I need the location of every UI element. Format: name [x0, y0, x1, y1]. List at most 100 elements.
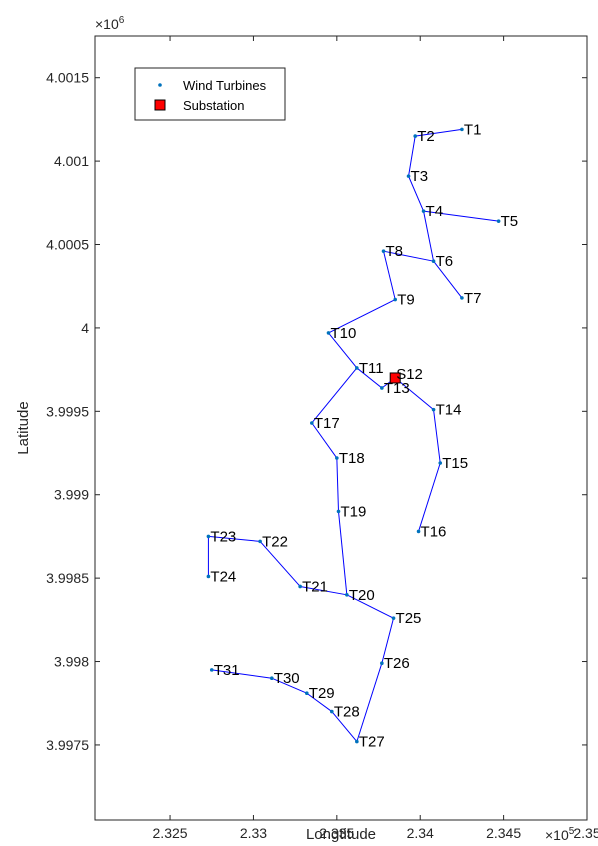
y-axis-ticks: 3.9975 3.998 3.9985 3.999 3.9995 4 4.0005 4.001… [46, 70, 587, 753]
legend-turbine-marker [158, 83, 162, 87]
plot-area [94, 35, 588, 821]
substation-marker [389, 372, 401, 384]
turbine-label-T23: T23 [210, 528, 236, 545]
turbine-label-T25: T25 [396, 610, 422, 627]
turbine-label-T10: T10 [330, 325, 356, 342]
turbine-marker-T15 [438, 461, 443, 465]
link-T4-T6 [423, 211, 435, 262]
turbine-label-T5: T5 [501, 213, 519, 230]
legend-box [134, 67, 286, 121]
turbine-marker-T1 [460, 127, 464, 132]
link-T29-T30 [271, 677, 308, 694]
turbine-label-T22: T22 [262, 533, 288, 550]
turbine-marker-T20 [345, 593, 349, 597]
turbine-label-T19: T19 [340, 503, 366, 520]
x-tick-label: 2.34 [407, 825, 434, 841]
turbine-label-T15: T15 [442, 455, 468, 472]
x-axis-ticks: 2.325 2.33 2.335 2.34 2.345 2.35 [153, 36, 598, 841]
turbine-marker-T27 [355, 739, 359, 744]
link-T20-T25 [346, 594, 394, 619]
x-tick-label: 2.335 [319, 825, 354, 841]
turbine-label-T13: T13 [384, 380, 410, 397]
turbine-label-T28: T28 [334, 704, 360, 721]
link-T27-T28 [331, 711, 358, 742]
y-tick-label: 4.0015 [46, 70, 89, 86]
y-tick-label: 4 [81, 320, 89, 336]
link-T6-T8 [383, 250, 434, 262]
turbine-marker-T18 [335, 456, 339, 460]
y-exponent-label: ×106 [95, 15, 125, 32]
turbine-marker-T3 [406, 174, 411, 178]
turbine-marker-T29 [305, 691, 309, 696]
turbine-label-T16: T16 [421, 523, 447, 540]
x-exponent-label: ×105 [545, 826, 575, 843]
turbine-marker-T24 [206, 574, 211, 579]
link-T20-T21 [300, 585, 347, 596]
turbine-marker-T26 [380, 661, 384, 665]
link-S12-T14 [394, 377, 434, 411]
turbine-label-T31: T31 [214, 662, 240, 679]
link-lines [207, 128, 499, 742]
turbine-label-T8: T8 [386, 243, 404, 260]
turbine-label-T4: T4 [426, 203, 444, 220]
y-tick-label: 4.0005 [46, 237, 89, 253]
link-T11-T13 [356, 367, 383, 389]
legend-substation-marker [154, 99, 166, 111]
turbine-marker-T22 [258, 539, 262, 544]
link-T21-T22 [259, 541, 301, 587]
turbine-label-T1: T1 [464, 121, 482, 138]
turbine-marker-T16 [416, 529, 421, 534]
turbine-marker-T19 [336, 509, 341, 514]
turbine-marker-T28 [330, 709, 334, 714]
turbine-marker-T25 [391, 616, 396, 620]
turbine-label-T26: T26 [384, 655, 410, 672]
link-T30-T31 [211, 669, 272, 679]
turbine-marker-T31 [209, 668, 214, 672]
link-T6-T7 [433, 260, 463, 299]
turbine-label-T3: T3 [411, 168, 429, 185]
turbine-marker-T8 [381, 249, 386, 253]
turbine-label-T29: T29 [309, 685, 335, 702]
turbine-marker-T30 [269, 676, 274, 681]
link-T22-T23 [208, 535, 261, 542]
y-tick-label: 3.9975 [46, 737, 89, 753]
y-tick-label: 3.9985 [46, 570, 89, 586]
turbine-label-T14: T14 [436, 402, 462, 419]
link-T28-T29 [306, 692, 333, 712]
link-T17-T18 [311, 422, 338, 459]
turbine-marker-T14 [431, 407, 436, 412]
turbine-marker-T11 [355, 366, 359, 370]
link-T9-T10 [328, 299, 396, 334]
turbine-label-T6: T6 [436, 253, 454, 270]
turbine-marker-T7 [460, 296, 464, 300]
turbine-marker-T9 [393, 297, 398, 302]
turbine-marker-T10 [326, 331, 331, 335]
x-tick-label: 2.325 [153, 825, 188, 841]
link-T8-T9 [383, 251, 396, 300]
y-tick-label: 3.999 [54, 487, 89, 503]
turbine-marker-T17 [310, 421, 314, 425]
x-tick-label: 2.35 [573, 825, 598, 841]
x-tick-label: 2.345 [486, 825, 521, 841]
substation-label: S12 [396, 366, 423, 383]
turbine-label-T11: T11 [359, 360, 384, 377]
turbine-label-T30: T30 [274, 670, 300, 687]
legend-turbine-label: Wind Turbines [183, 78, 267, 93]
link-T3-T4 [408, 175, 425, 212]
turbine-marker-T13 [380, 386, 384, 390]
link-T15-T16 [418, 462, 441, 532]
turbine-label-T18: T18 [339, 450, 365, 467]
turbine-marker-T21 [298, 584, 302, 589]
turbine-marker-T23 [206, 534, 211, 539]
turbine-marker-T2 [413, 134, 418, 138]
turbine-marker-T5 [496, 219, 501, 223]
turbine-label-T27: T27 [359, 734, 385, 751]
x-axis-label: Longtitude [306, 826, 376, 843]
link-T2-T3 [408, 136, 416, 177]
turbine-marker-T4 [421, 209, 426, 213]
y-tick-label: 4.001 [54, 153, 89, 169]
turbine-marker-T6 [431, 259, 436, 263]
link-T18-T19 [336, 458, 339, 512]
